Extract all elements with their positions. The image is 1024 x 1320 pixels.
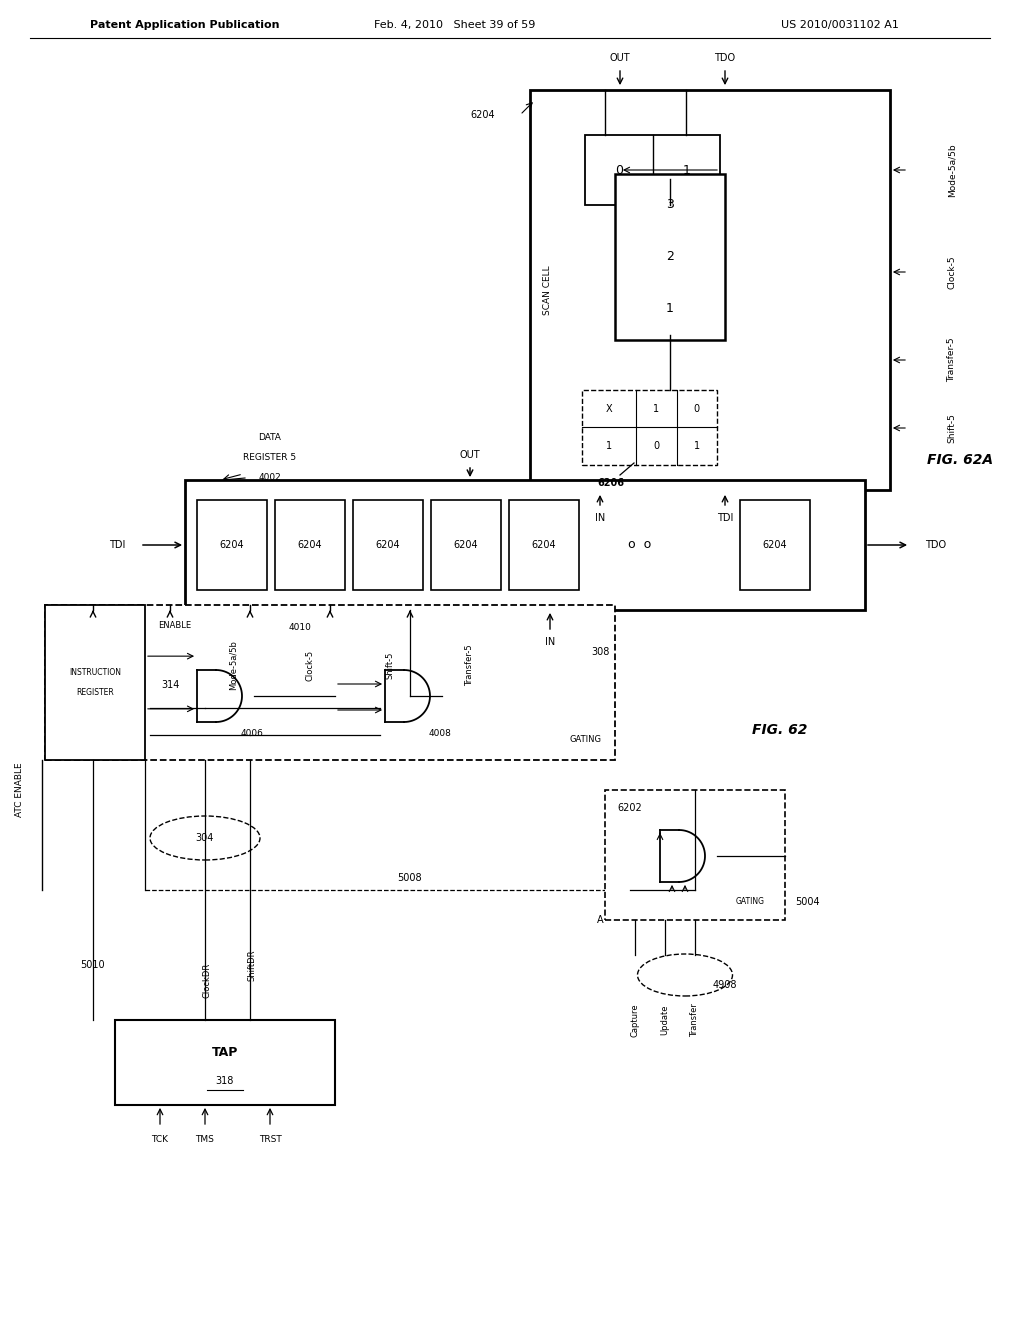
Text: 0: 0 [693,404,699,413]
Text: Transfer: Transfer [690,1003,699,1038]
Text: 4010: 4010 [289,623,311,631]
Text: 5004: 5004 [795,898,819,907]
Text: 6202: 6202 [617,803,642,813]
Bar [605,789,785,920]
Text: Update: Update [660,1005,670,1035]
Text: OUT: OUT [609,53,631,63]
Text: INSTRUCTION: INSTRUCTION [69,668,121,677]
Ellipse shape [638,954,732,997]
Bar [115,1020,335,1105]
Text: Transfer-5: Transfer-5 [466,644,474,686]
Text: 304: 304 [196,833,214,843]
Text: ShiftDR: ShiftDR [248,949,256,981]
Text: TDI: TDI [109,540,125,550]
Bar [197,500,267,590]
Text: TDI: TDI [717,513,733,523]
Text: 2: 2 [666,251,674,264]
Text: 0: 0 [653,441,659,451]
Text: A: A [597,915,603,925]
Text: 314: 314 [161,680,179,690]
Text: Transfer-5: Transfer-5 [947,338,956,383]
Bar [353,500,423,590]
Text: Shift-5: Shift-5 [947,413,956,444]
Text: GATING: GATING [736,898,765,907]
Text: 6204: 6204 [454,540,478,550]
Bar [185,480,865,610]
Text: FIG. 62: FIG. 62 [753,723,808,737]
Text: TCK: TCK [152,1135,169,1144]
Text: Patent Application Publication: Patent Application Publication [90,20,280,30]
Text: 5010: 5010 [80,960,105,970]
Text: 6204: 6204 [376,540,400,550]
Text: 0: 0 [614,164,623,177]
Text: 1: 1 [606,441,612,451]
Text: X: X [605,404,612,413]
Text: o  o: o o [629,539,651,552]
Text: TMS: TMS [196,1135,214,1144]
Text: GATING: GATING [569,735,601,744]
Text: 5008: 5008 [397,873,422,883]
Text: Mode-5a/5b: Mode-5a/5b [228,640,238,690]
Text: 4006: 4006 [241,730,263,738]
Text: IN: IN [595,513,605,523]
Text: Feb. 4, 2010   Sheet 39 of 59: Feb. 4, 2010 Sheet 39 of 59 [375,20,536,30]
Bar [585,135,720,205]
Text: 1: 1 [693,441,699,451]
Text: REGISTER 5: REGISTER 5 [244,454,297,462]
Text: 6204: 6204 [298,540,323,550]
Bar [620,282,720,335]
Text: Clock-5: Clock-5 [305,649,314,681]
Bar [509,500,579,590]
Text: IN: IN [545,638,555,647]
Text: Mode-5a/5b: Mode-5a/5b [947,143,956,197]
Text: Capture: Capture [631,1003,640,1036]
Bar [620,180,720,231]
Text: 4008: 4008 [429,730,452,738]
Text: ENABLE: ENABLE [159,620,191,630]
Text: 308: 308 [591,647,609,657]
Text: 6204: 6204 [470,110,495,120]
Text: 318: 318 [216,1076,234,1086]
Text: TDO: TDO [715,53,735,63]
Text: 1: 1 [682,164,690,177]
Text: TRST: TRST [259,1135,282,1144]
Text: Shift-5: Shift-5 [385,651,394,678]
Text: 1: 1 [666,302,674,315]
Text: 6204: 6204 [763,540,787,550]
Ellipse shape [150,816,260,861]
Text: TDO: TDO [925,540,946,550]
Text: 1: 1 [653,404,659,413]
Text: 3: 3 [666,198,674,211]
Bar [740,500,810,590]
Text: 4002: 4002 [259,474,282,483]
Text: REGISTER: REGISTER [76,688,114,697]
Bar [45,605,145,760]
Text: FIG. 62A: FIG. 62A [927,453,993,467]
Bar [431,500,501,590]
Bar [615,174,725,341]
Bar [45,605,615,760]
Text: DATA: DATA [259,433,282,442]
Text: 6206: 6206 [597,478,624,488]
Text: 4908: 4908 [713,979,737,990]
Bar [582,389,717,465]
Text: OUT: OUT [460,450,480,459]
Bar [275,500,345,590]
Text: US 2010/0031102 A1: US 2010/0031102 A1 [781,20,899,30]
Bar [620,231,720,282]
Text: 6204: 6204 [220,540,245,550]
Text: ClockDR: ClockDR [203,962,212,998]
Text: ATC ENABLE: ATC ENABLE [15,763,25,817]
Bar [530,90,890,490]
Text: SCAN CELL: SCAN CELL [544,265,553,314]
Text: Clock-5: Clock-5 [947,255,956,289]
Text: 6204: 6204 [531,540,556,550]
Text: TAP: TAP [212,1045,239,1059]
